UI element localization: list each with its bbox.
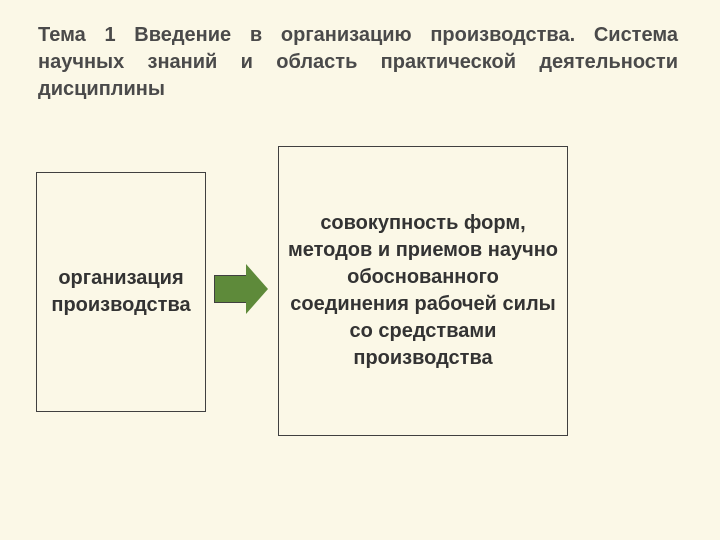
definition-box-text: совокупность форм, методов и приемов нау… bbox=[287, 210, 559, 372]
term-box: организация производства bbox=[36, 172, 206, 412]
term-box-text: организация производства bbox=[45, 265, 197, 319]
definition-box: совокупность форм, методов и приемов нау… bbox=[278, 146, 568, 436]
arrow-shaft bbox=[214, 275, 246, 303]
arrow-right bbox=[214, 264, 268, 314]
slide-title: Тема 1 Введение в организацию производст… bbox=[38, 22, 678, 103]
arrow-head-icon bbox=[246, 264, 268, 314]
